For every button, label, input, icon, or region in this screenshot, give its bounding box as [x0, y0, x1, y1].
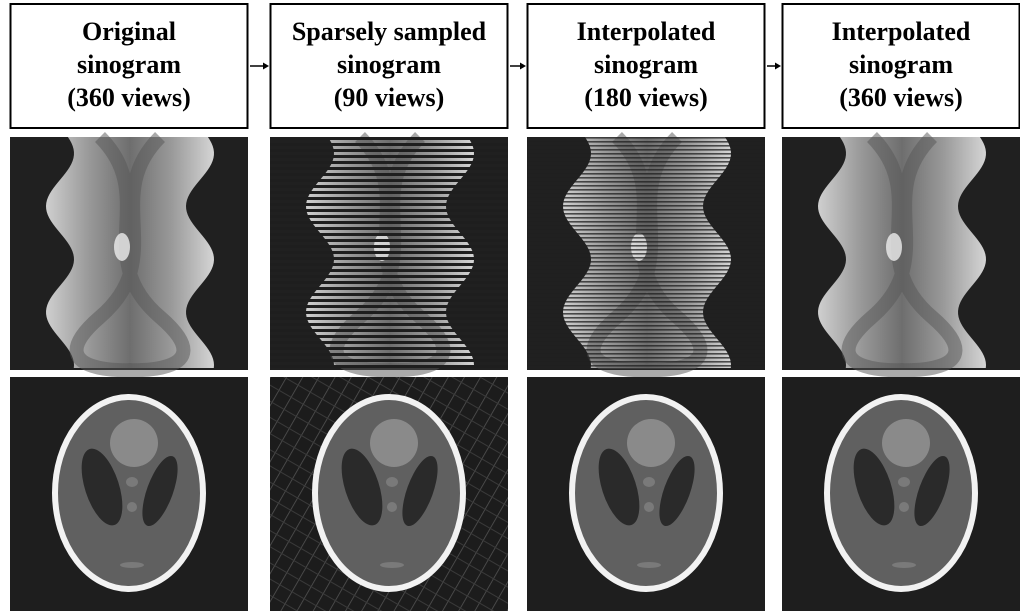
header-text: Interpolated [832, 17, 971, 46]
header-text: sinogram [77, 50, 181, 79]
bottom-dots [637, 562, 661, 568]
header-text: sinogram [594, 50, 698, 79]
arrow-head [263, 63, 269, 70]
header-text: Original [82, 17, 176, 46]
header-text: Sparsely sampled [292, 17, 487, 46]
bottom-dots [120, 562, 144, 568]
figure-canvas: Original sinogram (360 views) Sparsely samp… [0, 0, 1020, 611]
small-blob [644, 502, 654, 512]
sinogram-image [782, 137, 1020, 370]
header-text: (360 views) [67, 83, 190, 112]
reconstruction-image [782, 377, 1020, 611]
arrow-head [520, 63, 526, 70]
top-circle [370, 419, 418, 467]
figure: Original sinogram (360 views) Sparsely samp… [0, 0, 1020, 611]
small-blob [898, 477, 910, 487]
bottom-dots [380, 562, 404, 568]
header-text: (360 views) [839, 83, 962, 112]
sinogram-highlight [114, 233, 130, 261]
header-text: sinogram [849, 50, 953, 79]
bottom-dots [892, 562, 916, 568]
reconstruction-image [10, 377, 248, 611]
reconstruction-image [527, 377, 765, 611]
small-blob [127, 502, 137, 512]
small-blob [899, 502, 909, 512]
sampling-stripes [270, 137, 508, 370]
arrow-head [775, 63, 781, 70]
header-text: (180 views) [584, 83, 707, 112]
header-text: Interpolated [577, 17, 716, 46]
sampling-stripes [527, 137, 765, 370]
sinogram-image [270, 137, 508, 370]
small-blob [126, 477, 138, 487]
top-circle [627, 419, 675, 467]
reconstruction-image [270, 377, 508, 611]
small-blob [643, 477, 655, 487]
header-text: (90 views) [334, 83, 444, 112]
sinogram-image [10, 137, 248, 370]
top-circle [882, 419, 930, 467]
small-blob [387, 502, 397, 512]
header-text: sinogram [337, 50, 441, 79]
sinogram-highlight [886, 233, 902, 261]
top-circle [110, 419, 158, 467]
sinogram-image [527, 137, 765, 370]
small-blob [386, 477, 398, 487]
